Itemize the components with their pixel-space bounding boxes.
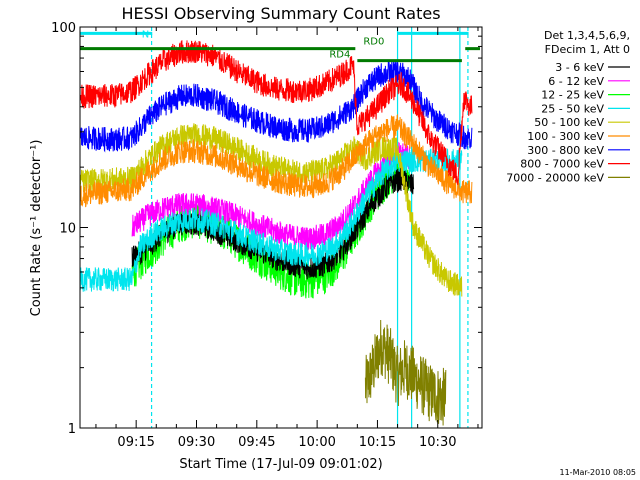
series-line-7 [79, 59, 473, 153]
y-tick-label: 10 [59, 222, 76, 237]
y-axis-label: Count Rate (s⁻¹ detector⁻¹) [29, 140, 44, 317]
series-line-8 [79, 40, 473, 185]
x-tick-label: 10:15 [359, 435, 396, 450]
series-line-5 [79, 123, 463, 297]
plot-area: N RD4 RD0 [79, 27, 480, 428]
legend-label-8: 800 - 7000 keV [520, 158, 604, 171]
x-tick-label: 09:30 [178, 435, 215, 450]
x-tick-label: 09:15 [117, 435, 154, 450]
annotation-label-3: RD4 [329, 50, 350, 61]
x-tick-label: 10:00 [298, 435, 335, 450]
annotation-label-4: RD0 [363, 37, 384, 48]
legend-label-5: 50 - 100 keV [534, 116, 604, 129]
series-line-6 [79, 113, 473, 208]
plot-timestamp: 11-Mar-2010 08:05 [560, 468, 637, 477]
x-tick-label: 10:30 [419, 435, 456, 450]
legend-label-9: 7000 - 20000 keV [506, 171, 604, 184]
series-line-9 [364, 319, 447, 426]
legend-label-2: 6 - 12 keV [548, 75, 604, 88]
y-tick-label: 1 [68, 422, 76, 437]
x-axis-label: Start Time (17-Jul-09 09:01:02) [179, 457, 382, 472]
legend-label-3: 12 - 25 keV [541, 89, 604, 102]
legend-label-1: 3 - 6 keV [555, 61, 604, 74]
annotation-label-1: N [142, 29, 149, 40]
legend-header-line-2: FDecim 1, Att 0 [545, 43, 630, 56]
x-tick-label: 09:45 [238, 435, 275, 450]
legend-label-6: 100 - 300 keV [527, 130, 604, 143]
legend-header-line-1: Det 1,3,4,5,6,9, [544, 29, 630, 42]
series-line-2 [131, 141, 411, 251]
chart-title: HESSI Observing Summary Count Rates [121, 4, 440, 23]
legend-label-4: 25 - 50 keV [541, 102, 604, 115]
legend-label-7: 300 - 800 keV [527, 144, 604, 157]
y-tick-label: 100 [51, 21, 76, 36]
